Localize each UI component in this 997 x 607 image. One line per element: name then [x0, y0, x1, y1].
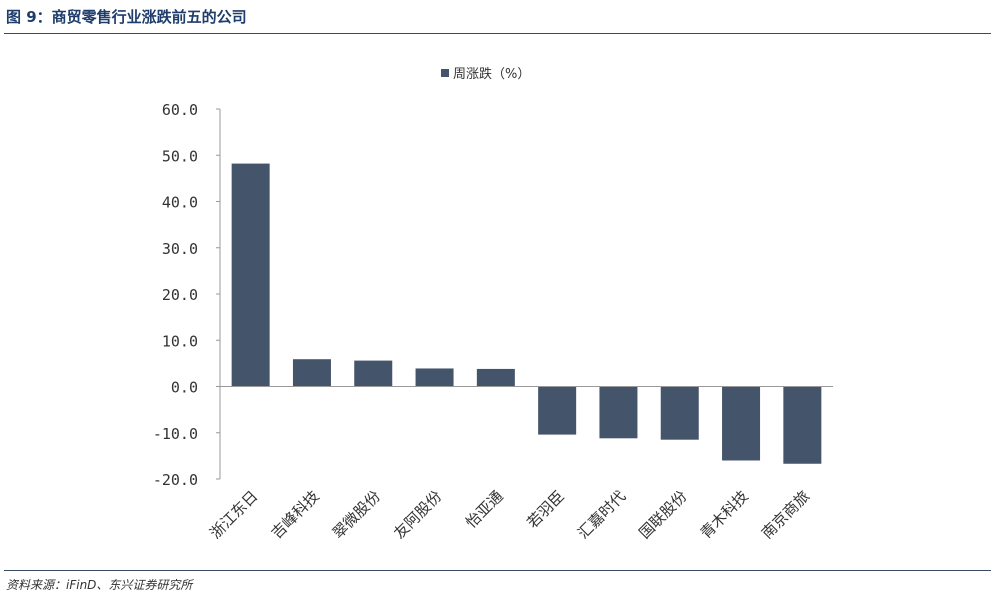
source-divider	[4, 570, 991, 571]
x-category-label: 若羽臣	[523, 487, 568, 532]
legend-swatch	[441, 68, 449, 77]
y-tick-label: 0.0	[171, 379, 198, 397]
y-tick-label: -10.0	[153, 425, 198, 443]
bar	[783, 386, 822, 464]
bar	[722, 386, 761, 461]
y-tick-label: 40.0	[162, 194, 198, 212]
bar	[538, 386, 577, 435]
x-category-label: 青木科技	[697, 487, 752, 542]
bar	[415, 368, 454, 387]
y-tick-label: -20.0	[153, 471, 198, 489]
x-category-label: 友阿股份	[390, 487, 445, 542]
x-category-label: 南京商旅	[758, 487, 813, 542]
y-tick-label: 50.0	[162, 147, 198, 165]
y-tick-label: 20.0	[162, 286, 198, 304]
legend-label: 周涨跌（%）	[453, 67, 531, 82]
x-category-label: 怡亚通	[462, 487, 507, 532]
x-category-label: 浙江东日	[206, 487, 261, 542]
x-category-label: 国联股份	[635, 487, 690, 542]
chart-legend: 周涨跌（%）	[441, 63, 530, 82]
bar	[354, 360, 393, 387]
y-tick-label: 60.0	[162, 101, 198, 119]
title-divider	[4, 33, 991, 34]
bar-chart: 60.0 50.0 40.0 30.0 20.0 10.0 0.0 -10.0 -20.0 浙江东…	[153, 101, 833, 542]
x-category-label: 吉峰科技	[268, 487, 323, 542]
bar	[476, 368, 515, 387]
bar	[231, 163, 270, 387]
x-category-label: 翠微股份	[329, 487, 384, 542]
x-category-label: 汇嘉时代	[574, 487, 629, 542]
figure-title: 图 9：商贸零售行业涨跌前五的公司	[6, 8, 247, 26]
bar	[660, 386, 699, 440]
y-tick-label: 10.0	[162, 332, 198, 350]
bar	[599, 386, 638, 439]
source-note: 资料来源：iFinD、东兴证券研究所	[6, 578, 193, 592]
bar	[292, 359, 331, 387]
y-tick-label: 30.0	[162, 240, 198, 258]
